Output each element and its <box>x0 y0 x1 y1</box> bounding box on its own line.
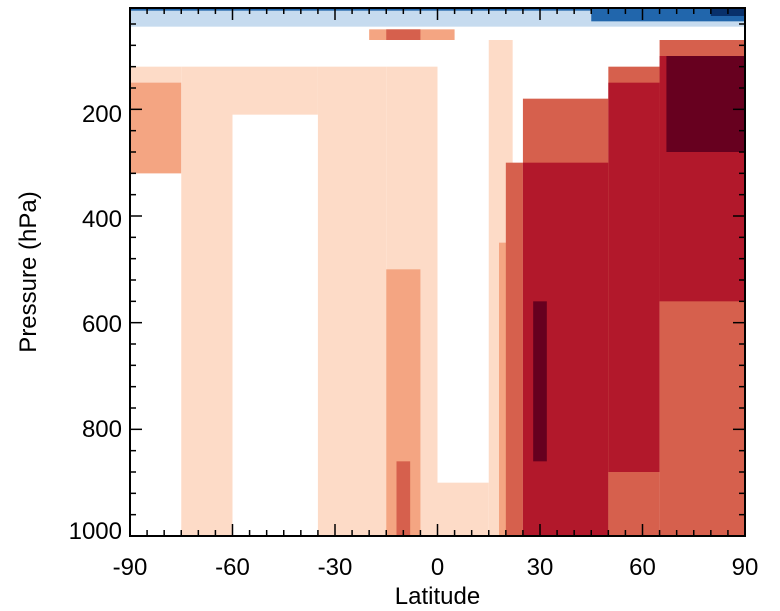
heatmap-cell <box>130 82 182 174</box>
x-tick-label: 90 <box>732 554 759 581</box>
heatmap-cell <box>181 66 233 536</box>
y-tick-label: 800 <box>82 416 122 443</box>
x-tick-label: -90 <box>113 554 148 581</box>
heatmap-cell <box>386 29 421 40</box>
heatmap-cell <box>533 301 547 462</box>
heatmap-cell <box>608 82 660 473</box>
heatmap-cell <box>437 482 489 536</box>
heatmap-cell <box>505 162 523 536</box>
x-tick-label: -60 <box>215 554 250 581</box>
heatmap-cell <box>232 66 318 115</box>
x-axis-label: Latitude <box>395 583 480 610</box>
x-tick-label: 60 <box>629 554 656 581</box>
heatmap-cell <box>591 8 745 22</box>
y-tick-label: 400 <box>82 206 122 233</box>
heatmap-cells <box>130 8 745 536</box>
axis-ticks <box>129 8 746 537</box>
y-tick-label: 200 <box>82 101 122 128</box>
x-tick-label: -30 <box>318 554 353 581</box>
heatmap-cell <box>666 56 745 152</box>
heatmap-cell <box>317 66 387 536</box>
x-tick-label: 30 <box>527 554 554 581</box>
heatmap-cell <box>396 461 411 536</box>
y-tick-label: 1000 <box>69 518 122 545</box>
y-tick-label: 600 <box>82 311 122 338</box>
x-tick-label: 0 <box>431 554 444 581</box>
heatmap-cell <box>130 8 592 11</box>
y-axis-label: Pressure (hPa) <box>15 191 42 352</box>
